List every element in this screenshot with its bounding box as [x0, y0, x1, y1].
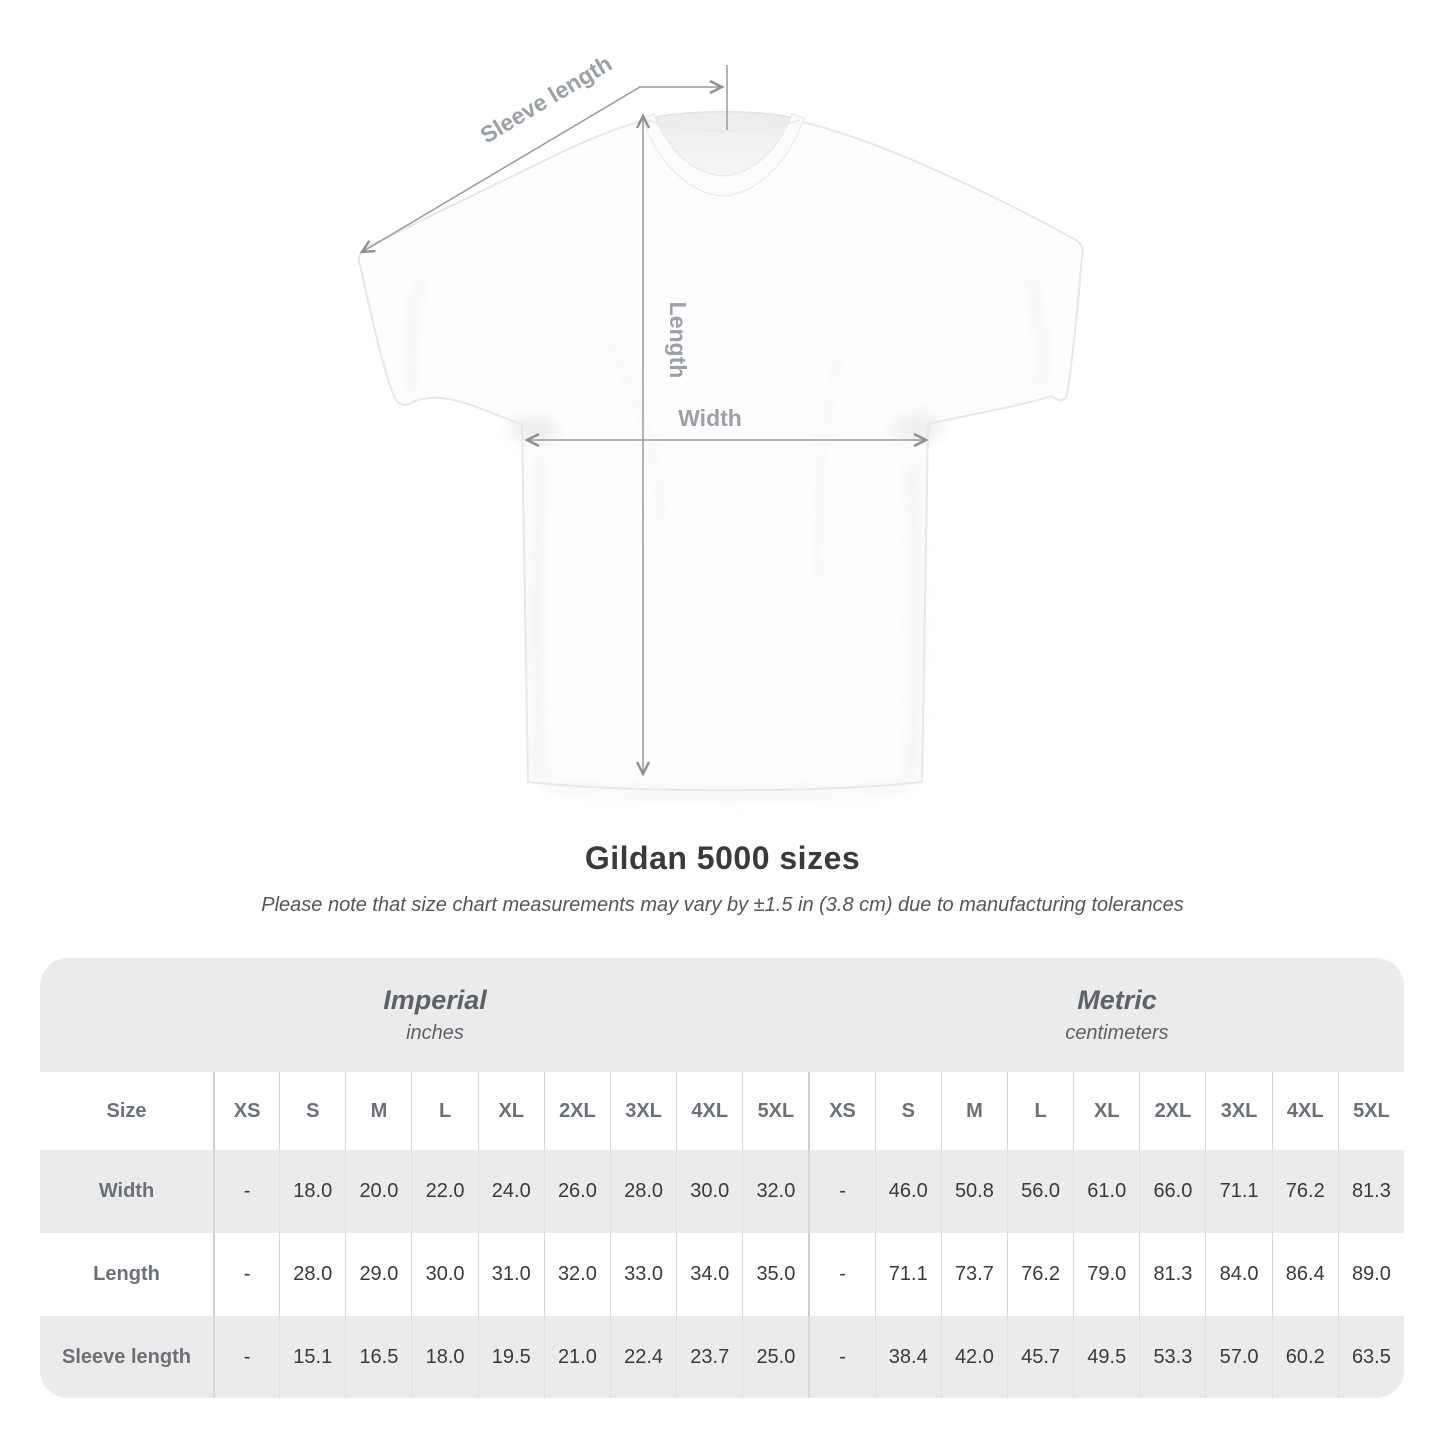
table-cell: - [213, 1233, 279, 1316]
table-cell: 2XL [543, 1072, 610, 1150]
sleeve-length-label: Sleeve length [476, 50, 617, 148]
table-cell: 57.0 [1205, 1316, 1271, 1398]
tshirt-diagram: Sleeve length Length Width [300, 30, 1150, 830]
table-cell: 19.5 [477, 1316, 544, 1398]
imperial-unit-group: Imperial inches [40, 958, 830, 1072]
table-cell: 28.0 [609, 1150, 676, 1233]
table-cell: 4XL [676, 1072, 742, 1150]
table-cell: 32.0 [742, 1150, 808, 1233]
length-label: Length [665, 302, 691, 379]
table-cell: 29.0 [345, 1233, 411, 1316]
length-row-label: Length [93, 1263, 160, 1285]
width-label: Width [678, 405, 742, 431]
table-cell: 46.0 [874, 1150, 941, 1233]
tshirt-shape [357, 111, 1084, 798]
table-cell: 56.0 [1006, 1150, 1073, 1233]
table-cell: 35.0 [742, 1233, 808, 1316]
table-cell: 23.7 [676, 1316, 742, 1398]
table-cell: L [1006, 1072, 1073, 1150]
table-cell: 18.0 [279, 1150, 345, 1233]
table-cell: 42.0 [940, 1316, 1007, 1398]
metric-unit-label: centimeters [1065, 1022, 1169, 1044]
table-cell: XL [477, 1072, 544, 1150]
table-cell: XS [213, 1072, 279, 1150]
table-cell: 5XL [742, 1072, 808, 1150]
table-cell: 20.0 [345, 1150, 411, 1233]
table-cell: 53.3 [1139, 1316, 1205, 1398]
page-title: Gildan 5000 sizes [584, 840, 861, 876]
table-cell: L [411, 1072, 477, 1150]
table-cell: 2XL [1139, 1072, 1205, 1150]
table-cell: - [808, 1233, 874, 1316]
table-cell: 28.0 [279, 1233, 345, 1316]
table-cell: 34.0 [676, 1233, 742, 1316]
table-cell: 3XL [609, 1072, 676, 1150]
width-row-label: Width [98, 1180, 155, 1202]
table-cell: 22.4 [609, 1316, 676, 1398]
table-cell: XL [1073, 1072, 1139, 1150]
table-cell: M [940, 1072, 1007, 1150]
table-cell: 38.4 [874, 1316, 941, 1398]
units-band: Imperial inches Metric centimeters [40, 958, 1404, 1072]
size-header-row: Size XS S M L XL 2XL 3XL 4XL 5XL XS S M L XL 2XL 3XL 4XL… [40, 1072, 1404, 1150]
table-cell: 24.0 [477, 1150, 544, 1233]
table-cell: 50.8 [940, 1150, 1007, 1233]
table-cell: - [808, 1150, 874, 1233]
table-cell: 60.2 [1271, 1316, 1338, 1398]
table-cell: M [345, 1072, 411, 1150]
table-cell: 15.1 [279, 1316, 345, 1398]
table-cell: 81.3 [1337, 1150, 1404, 1233]
table-cell: 32.0 [543, 1233, 610, 1316]
sleeve-length-arrow [359, 79, 725, 254]
table-cell: 79.0 [1073, 1233, 1139, 1316]
table-cell: 30.0 [676, 1150, 742, 1233]
table-cell: 49.5 [1073, 1316, 1139, 1398]
tolerance-note: Please note that size chart measurements… [261, 894, 1184, 916]
size-header-label: Size [106, 1099, 147, 1122]
length-row: Length -28.0 29.0 30.0 31.0 32.0 33.0 34.0 35.0… [40, 1233, 1404, 1316]
table-cell: 84.0 [1205, 1233, 1271, 1316]
table-cell: - [808, 1316, 874, 1398]
table-cell: 71.1 [1205, 1150, 1271, 1233]
table-cell: 3XL [1205, 1072, 1271, 1150]
tshirt-illustration: Sleeve length Length Width [357, 50, 1084, 798]
imperial-label: Imperial [383, 985, 487, 1015]
table-cell: 26.0 [543, 1150, 610, 1233]
table-cell: 66.0 [1139, 1150, 1205, 1233]
metric-label: Metric [1077, 985, 1157, 1015]
table-cell: XS [808, 1072, 874, 1150]
table-cell: 81.3 [1139, 1233, 1205, 1316]
sleeve-length-row-label: Sleeve length [62, 1345, 191, 1368]
table-cell: 73.7 [940, 1233, 1007, 1316]
table-cell: - [213, 1150, 279, 1233]
table-cell: 25.0 [742, 1316, 808, 1398]
table-cell: 30.0 [411, 1233, 477, 1316]
size-table-card: Imperial inches Metric centimeters Size … [40, 958, 1404, 1398]
table-cell: 31.0 [477, 1233, 544, 1316]
width-row: Width -18.0 20.0 22.0 24.0 26.0 28.0 30.0 32.0-… [40, 1150, 1404, 1233]
table-cell: 45.7 [1006, 1316, 1073, 1398]
table-cell: 22.0 [411, 1150, 477, 1233]
table-cell: S [874, 1072, 941, 1150]
table-cell: 33.0 [609, 1233, 676, 1316]
table-cell: 21.0 [543, 1316, 610, 1398]
metric-unit-group: Metric centimeters [830, 958, 1404, 1072]
table-cell: - [213, 1316, 279, 1398]
table-cell: 16.5 [345, 1316, 411, 1398]
table-cell: S [279, 1072, 345, 1150]
sleeve-length-row: Sleeve length -15.1 16.5 18.0 19.5 21.0 22.4 2… [40, 1316, 1404, 1398]
imperial-unit-label: inches [406, 1022, 464, 1044]
table-cell: 5XL [1337, 1072, 1404, 1150]
table-cell: 18.0 [411, 1316, 477, 1398]
table-cell: 61.0 [1073, 1150, 1139, 1233]
table-cell: 71.1 [874, 1233, 941, 1316]
table-cell: 63.5 [1337, 1316, 1404, 1398]
table-cell: 86.4 [1271, 1233, 1338, 1316]
table-cell: 4XL [1271, 1072, 1338, 1150]
table-cell: 89.0 [1337, 1233, 1404, 1316]
table-cell: 76.2 [1271, 1150, 1338, 1233]
table-cell: 76.2 [1006, 1233, 1073, 1316]
